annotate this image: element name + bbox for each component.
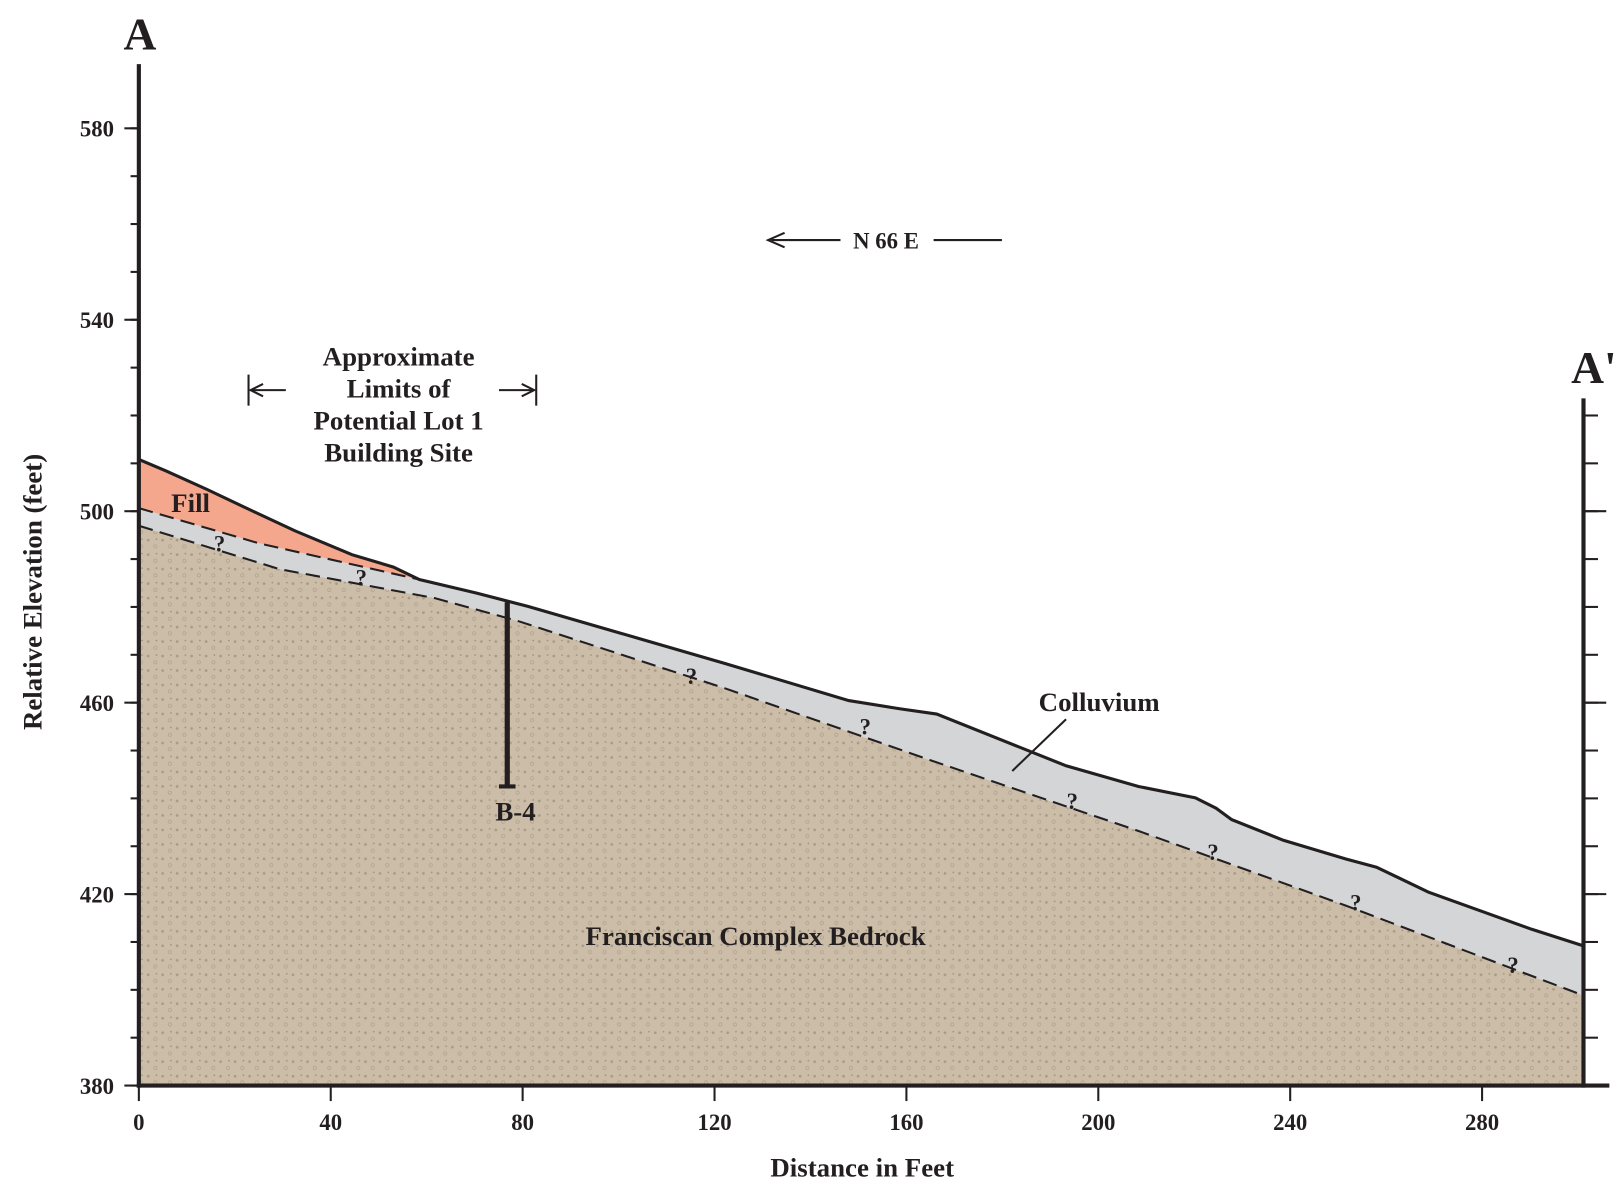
uncertainty-mark: ?	[1067, 789, 1078, 814]
bedrock	[138, 525, 1584, 1086]
section-label: A	[123, 9, 156, 60]
boring-label: B-4	[495, 797, 535, 827]
y-axis-title: Relative Elevation (feet)	[18, 454, 48, 730]
y-tick-label: 460	[80, 691, 114, 716]
uncertainty-mark: ?	[356, 566, 367, 591]
x-tick-label: 240	[1273, 1110, 1307, 1135]
site-limit-arrows	[247, 374, 538, 406]
uncertainty-mark: ?	[214, 532, 225, 557]
site-limits-label: Approximate	[323, 341, 475, 371]
x-tick-label: 160	[889, 1110, 923, 1135]
colluvium-leader	[1011, 718, 1067, 772]
y-tick-label: 380	[80, 1074, 114, 1099]
bedrock-contact	[138, 524, 1584, 997]
uncertainty-mark: ?	[686, 664, 697, 689]
x-axis-title: Distance in Feet	[770, 1153, 954, 1183]
uncertainty-mark: ?	[860, 715, 871, 740]
x-tick-label: 80	[511, 1110, 534, 1135]
section-label: A'	[1571, 342, 1617, 393]
y-tick-label: 580	[80, 117, 114, 142]
ground-surface	[138, 458, 1584, 948]
uncertainty-mark: ?	[1350, 891, 1361, 916]
bearing: N 66 E	[853, 228, 919, 253]
x-tick-label: 0	[133, 1110, 144, 1135]
site-limits-label: Potential Lot 1	[313, 405, 483, 435]
site-limits-label: Limits of	[347, 373, 452, 403]
site-limits-label: Building Site	[324, 438, 473, 468]
x-tick-label: 280	[1465, 1110, 1499, 1135]
bedrock-label: Franciscan Complex Bedrock	[586, 921, 926, 951]
y-tick-label: 420	[80, 882, 114, 907]
colluvium-label: Colluvium	[1039, 687, 1160, 717]
x-tick-label: 40	[319, 1110, 342, 1135]
y-tick-label: 500	[80, 499, 114, 524]
y-tick-label: 540	[80, 308, 114, 333]
fill-label: Fill	[171, 488, 210, 518]
uncertainty-mark: ?	[1207, 840, 1218, 865]
bearing-arrow	[765, 231, 1002, 249]
uncertainty-mark: ?	[1507, 953, 1518, 978]
x-tick-label: 200	[1081, 1110, 1115, 1135]
x-tick-label: 120	[697, 1110, 731, 1135]
colluvium	[138, 508, 1584, 996]
